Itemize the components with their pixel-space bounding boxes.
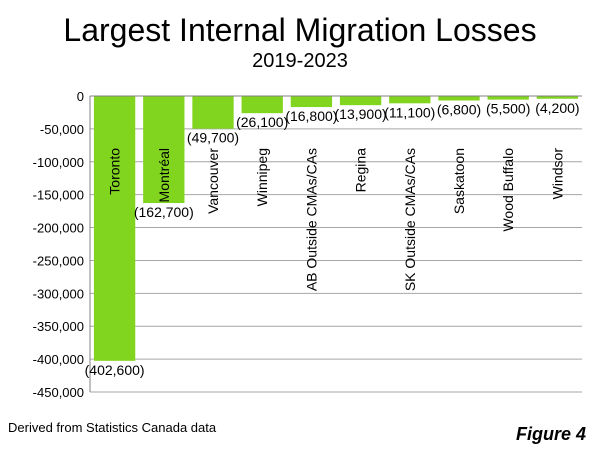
value-label: (162,700) <box>134 204 194 220</box>
y-tick-label: 0 <box>77 89 84 104</box>
y-tick-label: -100,000 <box>33 155 84 170</box>
category-label: AB Outside CMAs/CAs <box>303 148 319 291</box>
category-label: SK Outside CMAs/CAs <box>402 148 418 291</box>
figure-label: Figure 4 <box>515 424 586 444</box>
y-tick-label: -300,000 <box>33 286 84 301</box>
category-label: Winnipeg <box>254 148 270 206</box>
y-tick-label: -250,000 <box>33 253 84 268</box>
bar <box>487 96 529 100</box>
bar <box>438 96 480 101</box>
value-label: (6,800) <box>437 101 481 117</box>
y-tick-label: -150,000 <box>33 188 84 203</box>
bar <box>93 96 136 361</box>
category-label: Vancouver <box>205 148 221 214</box>
source-note: Derived from Statistics Canada data <box>8 420 217 435</box>
category-label: Regina <box>353 148 369 193</box>
bar <box>389 96 431 104</box>
category-label: Saskatoon <box>451 148 467 214</box>
bar <box>192 96 234 129</box>
y-tick-label: -450,000 <box>33 385 84 400</box>
y-tick-label: -50,000 <box>40 122 84 137</box>
bar <box>339 96 382 106</box>
chart-subtitle: 2019-2023 <box>252 50 348 72</box>
value-label: (49,700) <box>187 130 239 146</box>
value-label: (13,900) <box>335 106 387 122</box>
value-label: (11,100) <box>384 104 435 120</box>
bar <box>143 96 185 204</box>
category-label: Wood Buffalo <box>500 148 516 232</box>
category-label: Windsor <box>549 148 565 200</box>
value-label: (402,600) <box>85 362 145 378</box>
y-tick-label: -350,000 <box>33 319 84 334</box>
value-label: (5,500) <box>486 101 530 117</box>
value-label: (4,200) <box>535 100 579 116</box>
value-label: (26,100) <box>236 114 288 130</box>
y-tick-label: -400,000 <box>33 352 84 367</box>
value-label: (16,800) <box>285 108 337 124</box>
bar <box>241 96 283 114</box>
category-label: Toronto <box>107 148 123 195</box>
bar <box>536 96 579 99</box>
y-tick-label: -200,000 <box>33 221 84 236</box>
chart-title: Largest Internal Migration Losses <box>63 12 537 48</box>
bar <box>290 96 333 108</box>
category-label: Montréal <box>156 148 172 202</box>
